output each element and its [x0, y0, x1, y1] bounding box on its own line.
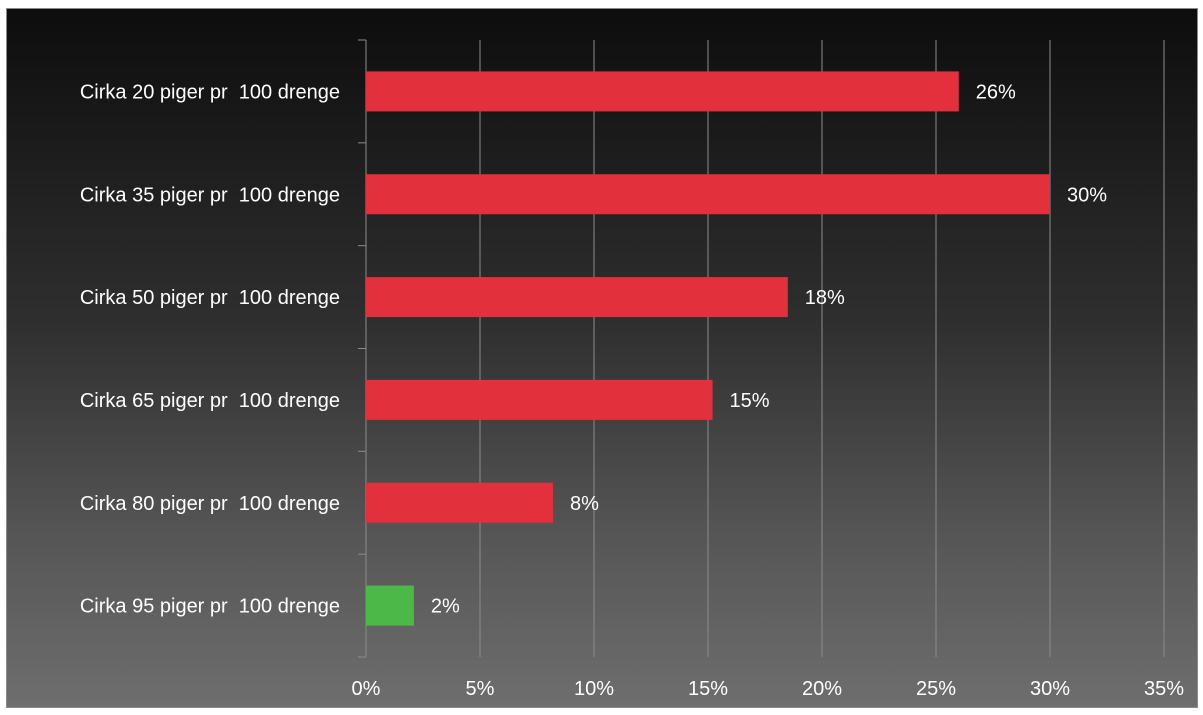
category-label: Cirka 95 piger pr 100 drenge — [80, 596, 340, 618]
category-label: Cirka 20 piger pr 100 drenge — [80, 81, 340, 103]
data-label: 2% — [431, 596, 460, 618]
x-tick-label: 25% — [916, 678, 956, 700]
category-label: Cirka 35 piger pr 100 drenge — [80, 184, 340, 206]
y-axis — [358, 39, 367, 658]
bar — [366, 174, 1050, 215]
x-tick-label: 0% — [352, 678, 381, 700]
category-label: Cirka 65 piger pr 100 drenge — [80, 390, 340, 412]
bar — [366, 482, 553, 523]
x-tick-labels: 0% 5% 10% 15% 20% 25% 30% 35% — [352, 678, 1185, 700]
x-tick-label: 10% — [574, 678, 614, 700]
bars — [366, 71, 1050, 626]
x-tick-label: 35% — [1144, 678, 1184, 700]
bar — [366, 71, 959, 112]
category-labels: Cirka 20 piger pr 100 drenge Cirka 35 pig… — [80, 81, 340, 617]
x-tick-label: 30% — [1030, 678, 1070, 700]
value-labels: 26% 30% 18% 15% 8% 2% — [431, 81, 1107, 617]
bar — [366, 379, 713, 420]
data-label: 26% — [976, 81, 1016, 103]
bar — [366, 277, 788, 318]
data-label: 8% — [570, 493, 599, 515]
category-label: Cirka 80 piger pr 100 drenge — [80, 493, 340, 515]
x-tick-label: 15% — [688, 678, 728, 700]
chart-frame — [6, 8, 1198, 708]
category-label: Cirka 50 piger pr 100 drenge — [80, 287, 340, 309]
data-label: 30% — [1067, 184, 1107, 206]
data-label: 18% — [805, 287, 845, 309]
data-label: 15% — [730, 390, 770, 412]
gridlines — [479, 40, 1165, 657]
bar — [366, 585, 414, 626]
x-tick-label: 20% — [802, 678, 842, 700]
x-tick-label: 5% — [466, 678, 495, 700]
